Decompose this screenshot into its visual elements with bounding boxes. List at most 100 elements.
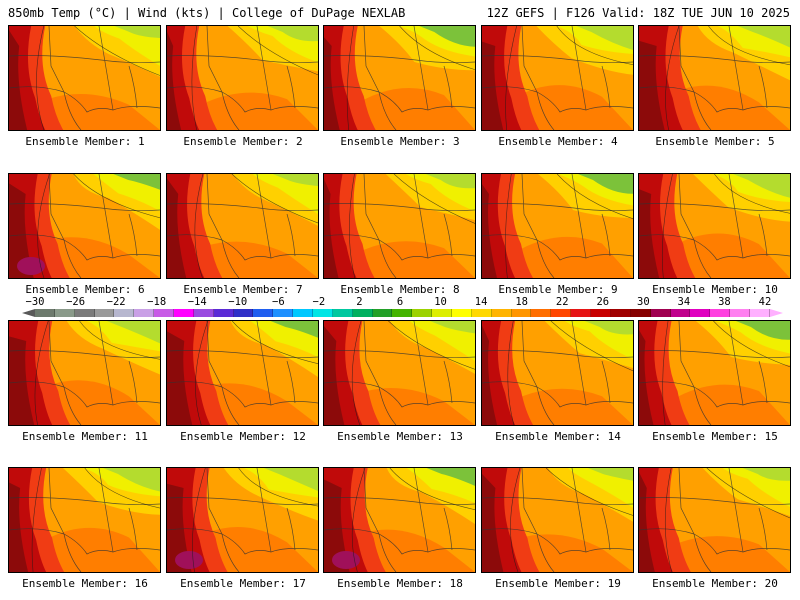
temperature-map <box>9 468 160 572</box>
temperature-map <box>167 321 318 425</box>
ensemble-member-map[interactable] <box>8 173 161 279</box>
ensemble-member-map[interactable] <box>323 320 476 426</box>
temperature-map <box>324 321 475 425</box>
temperature-map <box>639 26 790 130</box>
ensemble-member-map[interactable] <box>166 173 319 279</box>
ensemble-member-label: Ensemble Member: 7 <box>183 283 303 296</box>
ensemble-member-map[interactable] <box>638 467 791 573</box>
ensemble-member-map[interactable] <box>638 25 791 131</box>
colorbar-swatch <box>491 309 512 317</box>
colorbar-tick-label: 10 <box>434 296 447 308</box>
colorbar-tick-label: 2 <box>356 296 363 308</box>
temperature-map <box>639 174 790 278</box>
colorbar-tick-label: 14 <box>474 296 488 308</box>
colorbar-swatch <box>293 309 314 317</box>
colorbar-swatch <box>332 309 353 317</box>
colorbar-swatch <box>253 309 274 317</box>
ensemble-member-map[interactable] <box>323 173 476 279</box>
colorbar-swatch <box>511 309 532 317</box>
ensemble-member-label: Ensemble Member: 3 <box>340 135 460 148</box>
colorbar-tick-label: 34 <box>677 296 691 308</box>
colorbar-tick-label: −30 <box>25 296 45 308</box>
colorbar-tick-label: 18 <box>515 296 528 308</box>
colorbar-swatch <box>630 309 651 317</box>
ensemble-member-label: Ensemble Member: 12 <box>180 430 306 443</box>
colorbar-swatch <box>94 309 115 317</box>
colorbar-swatch <box>452 309 472 317</box>
colorbar-swatch <box>749 309 770 317</box>
ensemble-member-label: Ensemble Member: 18 <box>337 577 463 590</box>
ensemble-member-map[interactable] <box>166 320 319 426</box>
ensemble-member-map[interactable] <box>638 173 791 279</box>
colorbar-swatch <box>313 309 333 317</box>
colorbar-swatch <box>531 309 552 317</box>
ensemble-member-label: Ensemble Member: 16 <box>22 577 148 590</box>
ensemble-member-label: Ensemble Member: 19 <box>495 577 621 590</box>
ensemble-member-label: Ensemble Member: 5 <box>655 135 775 148</box>
ensemble-member-label: Ensemble Member: 17 <box>180 577 306 590</box>
colorbar-swatch <box>174 309 194 317</box>
colorbar-swatch <box>610 309 631 317</box>
ensemble-member-label: Ensemble Member: 14 <box>495 430 621 443</box>
colorbar-swatch <box>650 309 671 317</box>
colorbar-swatch <box>432 309 453 317</box>
temperature-map <box>482 321 633 425</box>
colorbar-swatch <box>233 309 254 317</box>
colorbar-swatch <box>571 309 592 317</box>
colorbar-swatches <box>35 309 770 317</box>
colorbar-tick-label: −18 <box>147 296 167 308</box>
colorbar-tick-label: 42 <box>758 296 772 308</box>
temperature-map <box>9 321 160 425</box>
colorbar-max-arrow <box>770 309 783 317</box>
colorbar-tick-label: −10 <box>228 296 248 308</box>
ensemble-member-label: Ensemble Member: 6 <box>25 283 145 296</box>
colorbar-swatch <box>551 309 572 317</box>
colorbar-swatch <box>352 309 373 317</box>
colorbar-swatch <box>134 309 155 317</box>
colorbar-swatch <box>471 309 492 317</box>
colorbar-swatch <box>670 309 691 317</box>
colorbar-tick-label: 30 <box>637 296 650 308</box>
temperature-map <box>324 468 475 572</box>
temperature-map <box>167 174 318 278</box>
colorbar-swatch <box>392 309 413 317</box>
ensemble-member-label: Ensemble Member: 8 <box>340 283 460 296</box>
ensemble-member-map[interactable] <box>323 467 476 573</box>
colorbar-swatch <box>35 309 55 317</box>
ensemble-member-map[interactable] <box>166 25 319 131</box>
colorbar-swatch <box>114 309 135 317</box>
ensemble-member-label: Ensemble Member: 1 <box>25 135 145 148</box>
ensemble-member-map[interactable] <box>481 467 634 573</box>
colorbar-tick-label: −6 <box>272 296 285 308</box>
valid-time-label: 12Z GEFS | F126 Valid: 18Z TUE JUN 10 20… <box>486 6 790 20</box>
ensemble-member-map[interactable] <box>8 25 161 131</box>
ensemble-member-map[interactable] <box>8 320 161 426</box>
colorbar-tick-label: −14 <box>187 296 207 308</box>
colorbar-swatch <box>273 309 294 317</box>
colorbar-swatch <box>710 309 731 317</box>
temperature-map <box>167 26 318 130</box>
temperature-map <box>324 26 475 130</box>
ensemble-member-label: Ensemble Member: 2 <box>183 135 303 148</box>
ensemble-member-label: Ensemble Member: 4 <box>498 135 618 148</box>
temperature-map <box>9 26 160 130</box>
colorbar-tick-label: 22 <box>555 296 569 308</box>
ensemble-member-label: Ensemble Member: 10 <box>652 283 778 296</box>
colorbar-tick-label: −2 <box>312 296 326 308</box>
ensemble-member-label: Ensemble Member: 11 <box>22 430 148 443</box>
colorbar-swatch <box>730 309 750 317</box>
colorbar-swatch <box>412 309 433 317</box>
ensemble-member-map[interactable] <box>166 467 319 573</box>
ensemble-member-map[interactable] <box>323 25 476 131</box>
ensemble-member-map[interactable] <box>638 320 791 426</box>
temperature-map <box>9 174 160 278</box>
chart-title: 850mb Temp (°C) | Wind (kts) | College o… <box>8 6 406 20</box>
ensemble-member-map[interactable] <box>481 25 634 131</box>
ensemble-member-map[interactable] <box>481 173 634 279</box>
colorbar-swatch <box>372 309 393 317</box>
ensemble-member-map[interactable] <box>481 320 634 426</box>
temperature-map <box>167 468 318 572</box>
temperature-map <box>482 26 633 130</box>
temperature-map <box>639 468 790 572</box>
ensemble-member-map[interactable] <box>8 467 161 573</box>
